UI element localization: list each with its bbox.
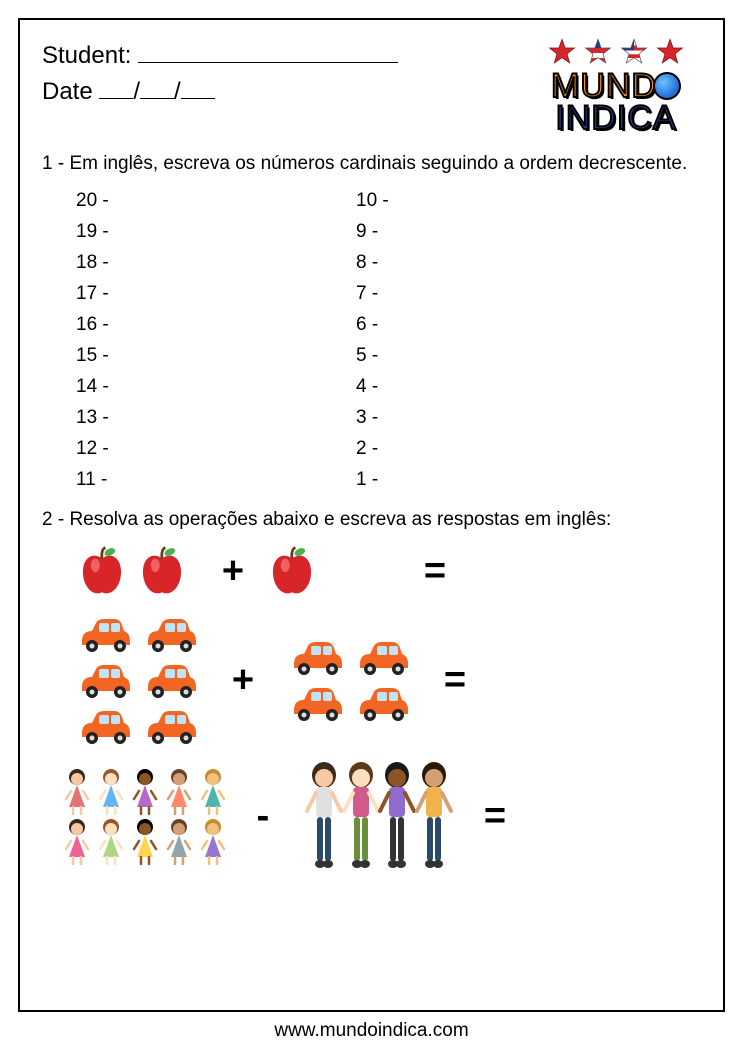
girl-icon [130, 767, 160, 815]
num-item: 4 - [356, 376, 616, 398]
girl-icon [198, 767, 228, 815]
plus-sign: + [226, 659, 260, 702]
num-item: 8 - [356, 252, 616, 274]
num-item: 13 - [76, 407, 356, 429]
logo-line2: INDICA [551, 102, 681, 134]
num-item: 10 - [356, 190, 616, 212]
girl-icon [96, 767, 126, 815]
footer-url: www.mundoindica.com [0, 1020, 743, 1042]
plus-sign: + [216, 550, 250, 593]
girl-icon [164, 817, 194, 865]
star-icon [619, 38, 649, 68]
equals-sign: = [418, 550, 452, 593]
star-icon [547, 38, 577, 68]
girl-icon [130, 817, 160, 865]
num-item: 12 - [76, 438, 356, 460]
numbers-col-left: 20 - 19 - 18 - 17 - 16 - 15 - 14 - 13 - … [76, 190, 356, 491]
girl-icon [62, 817, 92, 865]
num-item: 15 - [76, 345, 356, 367]
header-row: Student: Date / / MUND INDICA [42, 38, 701, 135]
num-item: 20 - [76, 190, 356, 212]
date-sep2: / [174, 78, 181, 105]
minus-sign: - [246, 795, 280, 838]
date-month[interactable] [140, 98, 174, 99]
num-item: 9 - [356, 221, 616, 243]
car-group-right [274, 636, 424, 724]
star-icon [655, 38, 685, 68]
date-sep1: / [133, 78, 140, 105]
numbers-grid: 20 - 19 - 18 - 17 - 16 - 15 - 14 - 13 - … [42, 190, 701, 491]
car-icon [74, 705, 134, 747]
num-item: 19 - [76, 221, 356, 243]
num-item: 3 - [356, 407, 616, 429]
operations-area: + = [42, 543, 701, 871]
girl-icon [164, 767, 194, 815]
car-group-left [62, 613, 212, 747]
car-icon [352, 636, 412, 678]
q2-prompt: 2 - Resolva as operações abaixo e escrev… [42, 509, 701, 531]
num-item: 1 - [356, 469, 616, 491]
car-icon [286, 636, 346, 678]
num-item: 6 - [356, 314, 616, 336]
stars-row [547, 38, 685, 68]
logo-line1: MUND [551, 67, 657, 105]
apple-icon [264, 543, 320, 599]
num-item: 14 - [76, 376, 356, 398]
equals-sign: = [438, 659, 472, 702]
date-line: Date / / [42, 74, 398, 110]
car-icon [286, 682, 346, 724]
girl-icon [96, 817, 126, 865]
girls-group-left [62, 767, 232, 865]
num-item: 5 - [356, 345, 616, 367]
car-icon [140, 659, 200, 701]
num-item: 2 - [356, 438, 616, 460]
girl-icon [62, 767, 92, 815]
num-item: 7 - [356, 283, 616, 305]
num-item: 18 - [76, 252, 356, 274]
car-icon [74, 659, 134, 701]
car-icon [352, 682, 412, 724]
op-row-apples: + = [62, 543, 701, 599]
globe-icon [653, 72, 681, 100]
girls-group-right [294, 761, 464, 871]
car-icon [140, 613, 200, 655]
op-row-girls: - [62, 761, 701, 871]
student-label: Student: [42, 42, 131, 69]
numbers-col-right: 10 - 9 - 8 - 7 - 6 - 5 - 4 - 3 - 2 - 1 - [356, 190, 616, 491]
op-row-cars: + = [62, 613, 701, 747]
apple-icon [74, 543, 130, 599]
num-item: 11 - [76, 469, 356, 491]
worksheet-frame: Student: Date / / MUND INDICA 1 - Em ingl… [18, 18, 725, 1012]
student-blank[interactable] [138, 62, 398, 63]
logo-text: MUND INDICA [551, 70, 681, 135]
apple-group-right [264, 543, 404, 599]
car-icon [140, 705, 200, 747]
num-item: 16 - [76, 314, 356, 336]
girl-icon [409, 761, 459, 871]
equals-sign: = [478, 795, 512, 838]
num-item: 17 - [76, 283, 356, 305]
student-line: Student: [42, 38, 398, 74]
date-year[interactable] [181, 98, 215, 99]
student-info: Student: Date / / [42, 38, 398, 110]
q1-prompt: 1 - Em inglês, escreva os números cardin… [42, 151, 701, 177]
date-label: Date [42, 78, 93, 105]
logo-area: MUND INDICA [531, 38, 701, 135]
girl-icon [198, 817, 228, 865]
apple-icon [134, 543, 190, 599]
car-icon [74, 613, 134, 655]
star-icon [583, 38, 613, 68]
date-day[interactable] [99, 98, 133, 99]
apple-group-left [62, 543, 202, 599]
